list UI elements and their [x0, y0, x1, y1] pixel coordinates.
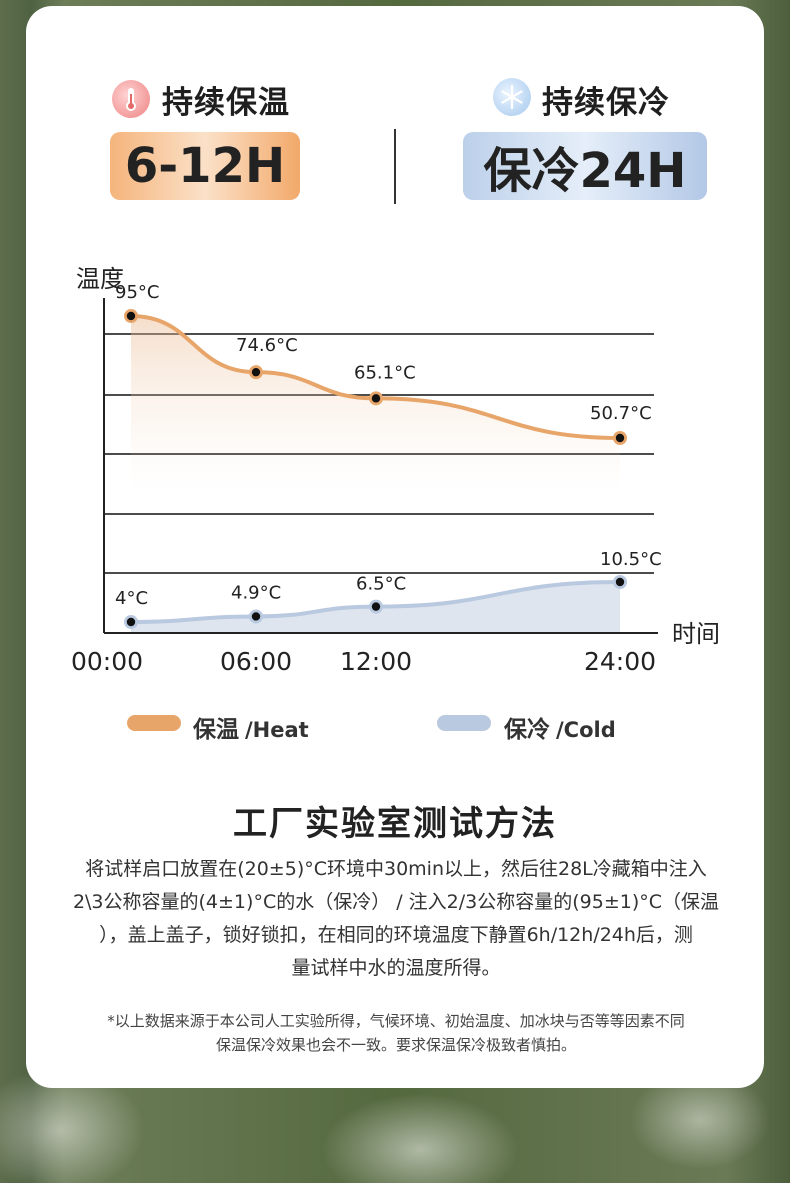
y-axis-label: 温度	[76, 265, 124, 293]
heat-area	[131, 316, 620, 496]
snowflake-icon	[493, 78, 531, 116]
temperature-chart: 温度 时间 95°C 74.6°C 65.1°C 50.7°C 4°C 4.9°C 6.5°…	[71, 265, 720, 676]
info-card: 持续保温 6-12H 持续保冷 保冷24H 温度 时间 95	[26, 6, 764, 1088]
heat-line	[129, 314, 622, 440]
legend-cold-swatch	[437, 715, 491, 731]
method-line: 2\3公称容量的(4±1)°C的水（保冷） / 注入2/3公称容量的(95±1)…	[72, 891, 720, 913]
note-line: *以上数据来源于本公司人工实验所得，气候环境、初始温度、加冰块与否等等因素不同	[107, 1012, 685, 1030]
heat-point-dot	[251, 367, 261, 377]
cold-title: 持续保冷	[542, 85, 670, 121]
disclaimer-note: *以上数据来源于本公司人工实验所得，气候环境、初始温度、加冰块与否等等因素不同 …	[56, 1009, 736, 1057]
x-tick-label: 12:00	[340, 647, 412, 676]
heat-point-dot	[615, 433, 625, 443]
heat-data-label: 50.7°C	[590, 403, 652, 424]
x-tick-label: 06:00	[220, 647, 292, 676]
heat-data-label: 65.1°C	[354, 362, 416, 383]
thermometer-icon	[112, 80, 150, 118]
x-axis-label: 时间	[672, 620, 720, 648]
cold-point-dot	[251, 612, 261, 621]
legend-heat-label: 保温/Heat	[193, 710, 309, 744]
cold-point-dot	[371, 602, 381, 611]
x-tick-label: 00:00	[71, 647, 143, 676]
heat-duration-badge: 6-12H	[110, 132, 300, 200]
legend-heat-cn: 保温	[193, 717, 239, 743]
legend-cold-cn: 保冷	[504, 717, 550, 743]
section-title: 工厂实验室测试方法	[233, 804, 557, 844]
heat-title: 持续保温	[162, 85, 290, 121]
heat-point-dot	[126, 311, 136, 321]
cold-data-label: 4.9°C	[231, 582, 281, 603]
method-line: 将试样启口放置在(20±5)°C环境中30min以上，然后往28L冷藏箱中注入	[85, 858, 707, 880]
cold-point-dot	[615, 577, 625, 587]
cold-data-label: 4°C	[115, 588, 148, 609]
cold-data-label: 6.5°C	[356, 574, 406, 595]
header-divider	[394, 129, 396, 204]
heat-data-label: 95°C	[115, 282, 159, 303]
heat-point-dot	[371, 394, 381, 403]
method-line: ），盖上盖子，锁好锁扣，在相同的环境温度下静置6h/12h/24h后，测	[99, 924, 693, 946]
legend-heat-en: /Heat	[245, 718, 309, 742]
heat-data-label: 74.6°C	[236, 335, 298, 356]
note-line: 保温保冷效果也会不一致。要求保温保冷极致者慎拍。	[215, 1036, 576, 1054]
x-tick-label: 24:00	[584, 647, 656, 676]
cold-line	[129, 580, 622, 624]
method-line: 量试样中水的温度所得。	[291, 957, 501, 979]
method-description: 将试样启口放置在(20±5)°C环境中30min以上，然后往28L冷藏箱中注入 …	[54, 853, 738, 985]
cold-data-label: 10.5°C	[600, 549, 662, 570]
legend-heat-swatch	[127, 715, 181, 731]
legend-cold-en: /Cold	[556, 718, 616, 742]
cold-point-dot	[126, 617, 136, 627]
cold-duration-badge: 保冷24H	[463, 132, 707, 200]
legend-cold-label: 保冷/Cold	[504, 710, 616, 744]
